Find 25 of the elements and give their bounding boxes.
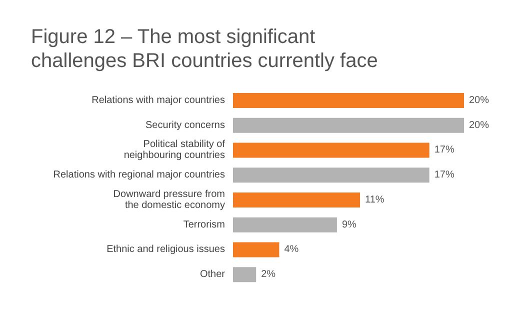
y-tick-label: Relations with regional major countries [53, 170, 225, 181]
y-tick-label: Terrorism [183, 219, 225, 230]
bar [233, 118, 464, 133]
data-label: 2% [261, 269, 276, 280]
y-tick-label: Relations with major countries [92, 94, 225, 106]
bar [233, 92, 464, 108]
data-label: 11% [365, 194, 384, 206]
data-label: 9% [342, 219, 357, 230]
data-label: 17% [434, 144, 454, 156]
y-tick-label: Political stability of neighbouring countries [124, 139, 226, 162]
bar [233, 168, 430, 183]
bar [233, 142, 430, 158]
bar [233, 192, 360, 208]
bar [233, 217, 337, 232]
data-label: 17% [434, 170, 454, 181]
chart-title: Figure 12 – The most significant challenges BRI countries currently face [31, 26, 378, 72]
y-tick-label: Security concerns [146, 120, 225, 131]
y-tick-label: Downward pressure from the domestic economy [113, 188, 225, 211]
data-label: 20% [469, 94, 490, 106]
bar [233, 242, 280, 258]
y-tick-label: Ethnic and religious issues [106, 244, 225, 256]
bar [233, 267, 256, 282]
data-label: 4% [284, 244, 299, 256]
data-label: 20% [469, 120, 490, 131]
y-tick-label: Other [200, 269, 226, 280]
